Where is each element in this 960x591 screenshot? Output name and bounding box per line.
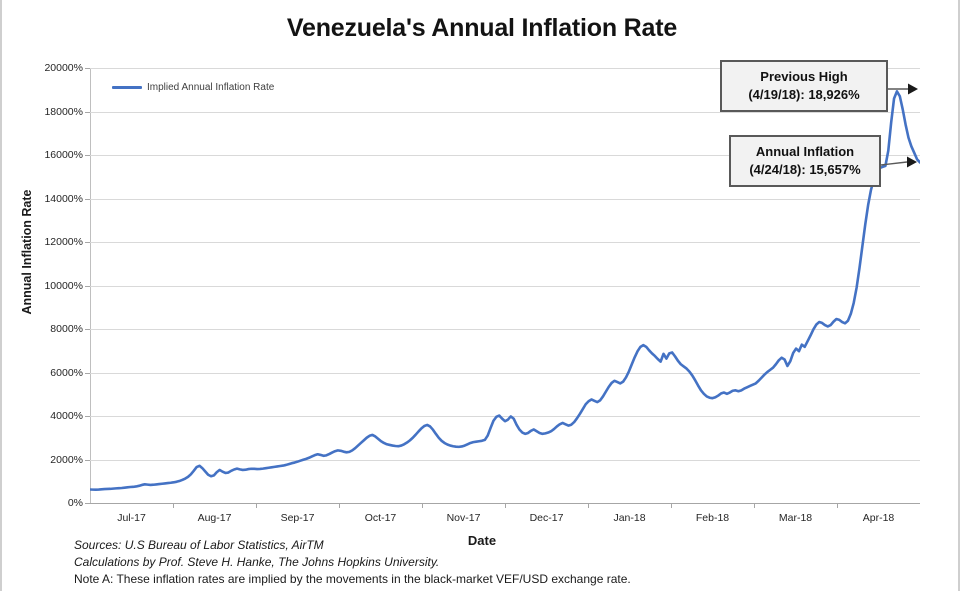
gridline bbox=[90, 329, 920, 330]
x-axis-tick-label: Aug-17 bbox=[197, 512, 232, 524]
x-axis-tick-label: Dec-17 bbox=[529, 512, 564, 524]
x-axis-title: Date bbox=[467, 533, 497, 548]
x-axis-tick-label: Nov-17 bbox=[446, 512, 481, 524]
footnotes: Sources: U.S Bureau of Labor Statistics,… bbox=[74, 537, 934, 588]
annotation-previous-high: Previous High (4/19/18): 18,926% bbox=[720, 60, 888, 113]
y-axis-tick-label: 10000% bbox=[44, 279, 83, 292]
y-axis-tick-label: 20000% bbox=[44, 62, 83, 74]
x-axis-tick-mark bbox=[588, 503, 589, 508]
gridline bbox=[90, 372, 920, 374]
annotation-previous-high-line2: (4/19/18): 18,926% bbox=[748, 86, 860, 102]
gridline bbox=[90, 155, 920, 156]
gridline bbox=[90, 111, 920, 113]
x-axis-tick-mark bbox=[173, 503, 174, 508]
footnote-note-a: Note A: These inflation rates are implie… bbox=[74, 572, 631, 587]
x-axis-tick-label: Jan-18 bbox=[613, 512, 646, 524]
gridline bbox=[90, 285, 920, 287]
annotation-annual-inflation-line2: (4/24/18): 15,657% bbox=[749, 161, 861, 177]
y-axis-tick-mark bbox=[85, 285, 90, 287]
y-axis-tick-label: 12000% bbox=[44, 236, 83, 248]
y-axis-tick-label: 18000% bbox=[44, 105, 83, 118]
x-axis-tick-mark bbox=[754, 503, 755, 508]
y-axis-tick-label: 0% bbox=[67, 497, 83, 509]
y-axis-tick-label: 6000% bbox=[50, 366, 83, 379]
plot-area: 0% 2000% 4000% 6000% 8000% 10000% 12000% 14000%… bbox=[44, 62, 920, 524]
footnote-sources: Sources: U.S Bureau of Labor Statistics,… bbox=[74, 538, 324, 552]
annotation-annual-inflation-line1: Annual Inflation bbox=[755, 144, 855, 159]
gridline bbox=[90, 68, 920, 69]
x-axis-tick-label: Oct-17 bbox=[364, 512, 397, 524]
gridline bbox=[90, 459, 920, 461]
gridline bbox=[90, 198, 920, 200]
x-axis-tick-mark bbox=[422, 503, 423, 508]
gridline bbox=[90, 416, 920, 417]
x-axis-tick-mark bbox=[339, 503, 340, 508]
y-axis-tick-label: 14000% bbox=[44, 192, 83, 205]
y-axis-tick-mark bbox=[85, 503, 90, 504]
y-axis-tick-label: 8000% bbox=[50, 323, 83, 335]
x-axis-tick-mark bbox=[837, 503, 838, 508]
legend-label: Implied Annual Inflation Rate bbox=[147, 82, 275, 93]
legend: Implied Annual Inflation Rate bbox=[112, 82, 274, 93]
annotation-previous-high-line1: Previous High bbox=[760, 69, 848, 84]
x-axis-tick-label: Apr-18 bbox=[862, 512, 895, 524]
y-axis-tick-mark bbox=[85, 416, 90, 417]
x-axis-tick-label: Feb-18 bbox=[695, 512, 730, 524]
y-axis-tick-label: 16000% bbox=[44, 149, 83, 161]
footnote-calculations: Calculations by Prof. Steve H. Hanke, Th… bbox=[74, 555, 440, 570]
x-axis-tick-label: Sep-17 bbox=[280, 512, 315, 524]
x-axis-tick-mark bbox=[671, 503, 672, 508]
y-axis-tick-mark bbox=[85, 198, 90, 200]
x-axis-tick-label: Mar-18 bbox=[778, 512, 813, 524]
y-axis-tick-label: 2000% bbox=[50, 453, 83, 466]
annotation-annual-inflation: Annual Inflation (4/24/18): 15,657% bbox=[729, 135, 881, 188]
series-line-implied-annual-inflation-rate bbox=[90, 90, 920, 491]
x-axis-tick-mark bbox=[256, 503, 257, 508]
legend-swatch-icon bbox=[112, 86, 142, 89]
y-axis-tick-mark bbox=[85, 329, 90, 330]
y-axis-tick-mark bbox=[85, 242, 90, 243]
y-axis-tick-label: 4000% bbox=[50, 410, 83, 422]
gridline bbox=[90, 242, 920, 243]
x-axis-tick-label: Jul-17 bbox=[117, 512, 146, 524]
x-axis-tick-mark bbox=[505, 503, 506, 508]
y-axis-tick-mark bbox=[85, 155, 90, 156]
y-axis-tick-mark bbox=[85, 459, 90, 461]
y-axis-tick-mark bbox=[85, 372, 90, 374]
y-axis-tick-mark bbox=[85, 68, 90, 69]
chart-title: Venezuela's Annual Inflation Rate bbox=[286, 14, 678, 42]
y-axis-tick-mark bbox=[85, 111, 90, 113]
